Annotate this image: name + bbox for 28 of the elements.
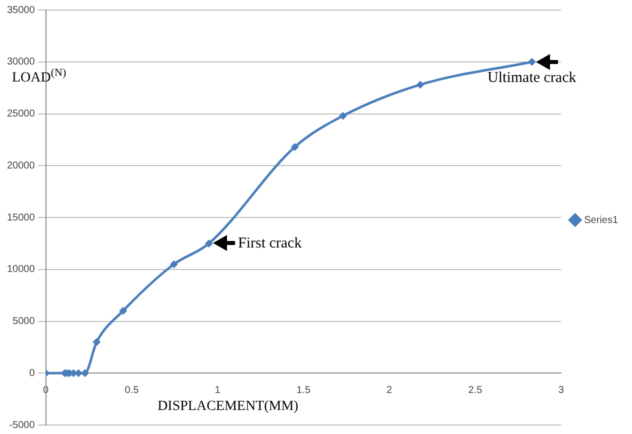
- point: [204, 239, 213, 248]
- point: [528, 58, 536, 66]
- y-tick-label: -5000: [9, 420, 36, 431]
- annotation: First crack: [238, 235, 302, 252]
- y-tick-label: 10000: [6, 264, 36, 276]
- y-tick-label: 30000: [6, 56, 36, 68]
- point: [119, 306, 128, 315]
- y-tick-label: 20000: [6, 160, 36, 172]
- x-tick-label: 3: [558, 384, 564, 396]
- y-axis-title: LOAD$^{(N)}$: [12, 66, 66, 87]
- x-tick-label: 2: [386, 384, 393, 396]
- point: [338, 112, 347, 120]
- annotation: Ultimate crack: [488, 70, 577, 86]
- x-tick-label: 0.5: [124, 384, 140, 396]
- y-tick-label: 15000: [6, 212, 36, 224]
- x-tick-label: 1: [214, 384, 221, 396]
- point: [290, 142, 299, 151]
- point: [416, 80, 424, 89]
- x-axis-title: DISPLACEMENT(MM): [158, 399, 298, 416]
- legend-label: Series1: [584, 214, 618, 226]
- y-tick-label: 35000: [6, 4, 36, 16]
- y-tick-label: 5000: [12, 316, 36, 327]
- x-tick-label: 1.5: [296, 384, 311, 396]
- point: [170, 260, 178, 268]
- y-tick-label: 0: [29, 368, 36, 379]
- point: [92, 338, 101, 346]
- x-tick-label: 2.5: [468, 384, 483, 396]
- y-tick-label: 25000: [6, 108, 36, 120]
